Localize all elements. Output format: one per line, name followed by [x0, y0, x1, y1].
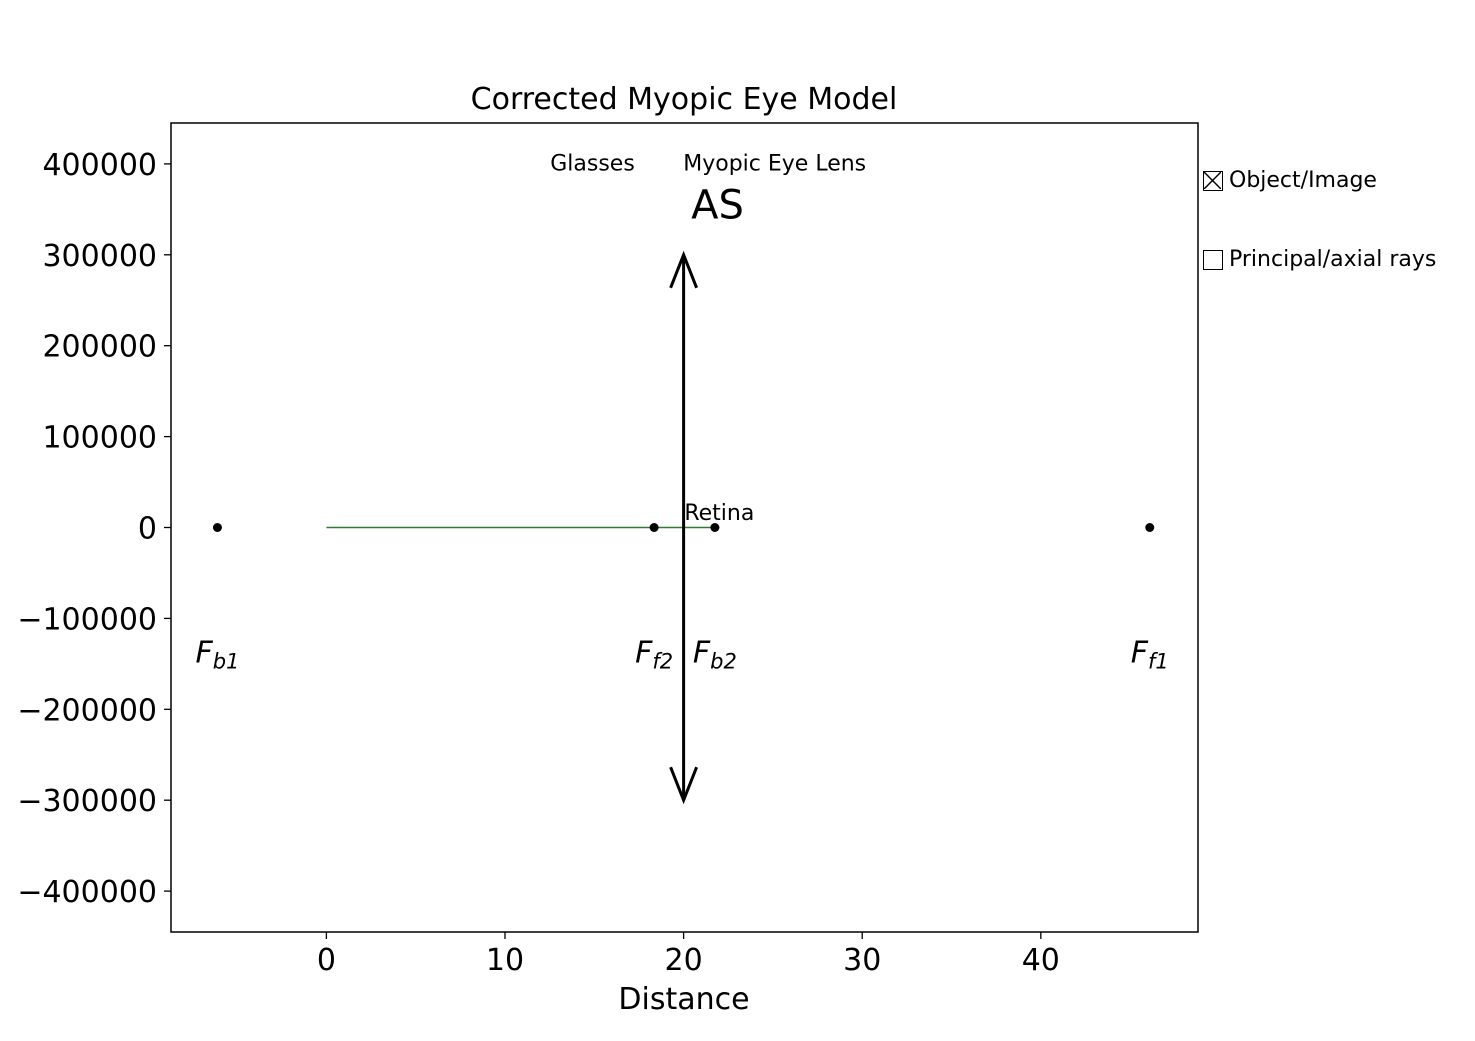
- x-tick-label: 10: [486, 943, 524, 978]
- annotation-label: Glasses: [550, 151, 635, 176]
- annotation-label: Myopic Eye Lens: [683, 151, 866, 176]
- y-tick-label: −300000: [17, 784, 157, 819]
- checkbox-checked-icon[interactable]: [1203, 170, 1223, 191]
- y-tick-label: −100000: [17, 602, 157, 637]
- focal-point-label: Fb1: [195, 636, 239, 674]
- focal-point-label: Ff1: [1131, 636, 1169, 674]
- legend-label: Principal/axial rays: [1229, 247, 1437, 272]
- x-axis-label: Distance: [618, 982, 749, 1017]
- annotation-label: Retina: [684, 501, 754, 526]
- focal-point-label: Ff2: [635, 636, 673, 674]
- y-tick-label: 300000: [42, 239, 157, 274]
- focal-point-label: Fb2: [693, 636, 737, 674]
- annotation-label: AS: [691, 182, 744, 228]
- legend-item-object-image[interactable]: Object/Image: [1203, 168, 1377, 193]
- y-tick-label: −400000: [17, 875, 157, 910]
- y-tick-label: 100000: [42, 421, 157, 456]
- legend-item-principal-axial-rays[interactable]: Principal/axial rays: [1203, 247, 1436, 272]
- focal-point-marker: [1145, 523, 1155, 532]
- focal-point-marker: [649, 523, 659, 532]
- chart-title: Corrected Myopic Eye Model: [471, 82, 898, 117]
- x-tick-label: 40: [1022, 943, 1060, 978]
- legend-label: Object/Image: [1229, 168, 1377, 193]
- focal-point-marker: [212, 523, 222, 532]
- x-tick-label: 0: [317, 943, 336, 978]
- plot-area: Fb1 Ff2 Fb2 Ff1 Glasses Myopic Eye Lens AS Reti…: [195, 151, 1169, 805]
- focal-point-marker: [710, 523, 720, 532]
- y-tick-label: 0: [138, 512, 157, 547]
- y-tick-label: 400000: [42, 148, 157, 183]
- y-tick-label: 200000: [42, 330, 157, 365]
- x-tick-label: 20: [665, 943, 703, 978]
- y-tick-label: −200000: [17, 693, 157, 728]
- y-axis: 400000 300000 200000 100000 0 −100000 −200000 −…: [17, 148, 171, 910]
- x-tick-label: 30: [843, 943, 881, 978]
- checkbox-unchecked-icon[interactable]: [1203, 249, 1223, 270]
- x-axis: 0 10 20 30 40: [317, 932, 1060, 978]
- lens-arrowhead-bottom: [669, 766, 699, 805]
- lens-arrowhead-top: [669, 250, 699, 289]
